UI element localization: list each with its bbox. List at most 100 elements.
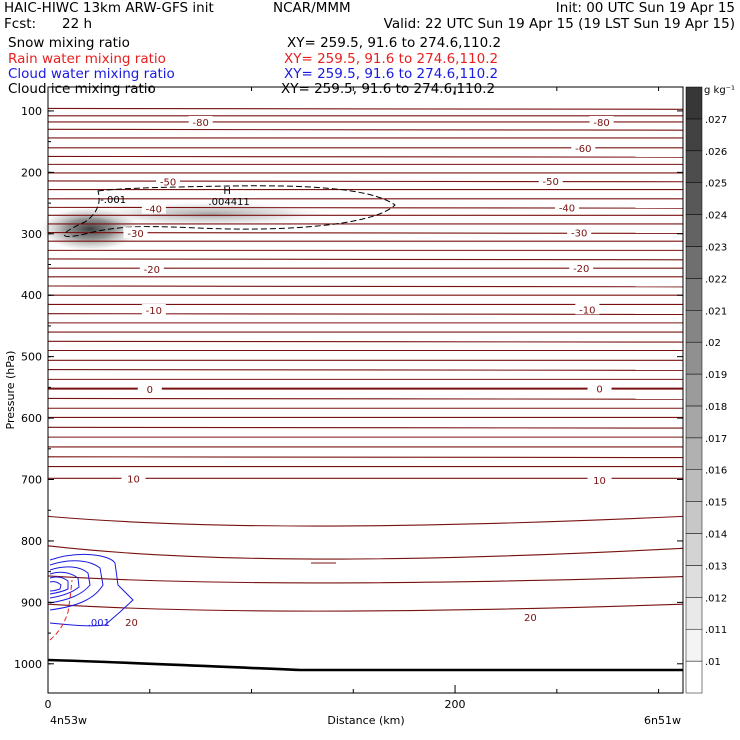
temperature-labels: -80 -80 -60 -50 -50 -40 -40 -30 -30 -20 -20 -10 -10 0… [119,115,614,629]
colorbar-swatch [685,469,703,502]
colorbar-swatch [685,660,703,694]
field-name-cloud-ice: Cloud ice mixing ratio [8,81,156,97]
isotherm-label: -50 [160,178,176,189]
label-backdrop [587,382,612,394]
y-tick-label: 800 [21,535,42,548]
isotherm-line [47,340,684,343]
colorbar-swatch [685,246,703,279]
forecast-label: Fcst: [4,16,36,32]
cloud-ice-contour-label: -.001 [100,195,126,206]
colorbar-swatch [685,501,703,534]
colorbar-level-label: .026 [705,147,727,158]
field-name-snow: Snow mixing ratio [8,35,130,51]
isotherm-label: 10 [593,476,606,487]
colorbar-level-label: .014 [705,530,727,541]
colorbar-level-label: .027 [705,115,727,126]
colorbar-level-label: .02 [705,338,721,349]
ground-surface [47,658,683,672]
label-backdrop [571,141,596,153]
isotherm-label: -20 [573,264,589,275]
isotherm-line [47,456,684,459]
colorbar-level-label: .016 [705,466,727,477]
colorbar-unit: g kg⁻¹ [704,85,735,96]
left-endpoint: 4n53w [50,714,87,727]
max-marker: H [223,186,231,197]
colorbar-swatch [685,341,703,375]
y-tick-label: 900 [21,596,42,609]
y-tick-label: 500 [21,351,42,364]
isotherm-line [47,369,684,371]
label-backdrop [156,175,181,187]
field-name-rain: Rain water mixing ratio [8,51,166,67]
y-axis-title: Pressure (hPa) [4,351,17,430]
field-xy-cloud-water: XY= 259.5, 91.6 to 274.6,110.2 [284,66,498,82]
field-xy-cloud-ice: XY= 259.5, 91.6 to 274.6,110.2 [281,81,495,97]
label-backdrop [139,262,164,274]
colorbar-level-label: .022 [705,274,727,285]
forecast-hour: 22 h [62,16,92,32]
y-tick-label: 300 [21,228,42,241]
colorbar-level-label: .019 [705,370,727,381]
colorbar-swatch [685,405,703,439]
isotherm-line [47,575,684,584]
colorbar-swatch [685,597,703,630]
colorbar-swatch [685,182,703,215]
isotherm-label: 0 [147,385,153,396]
colorbar-level-label: .023 [705,242,727,253]
isotherm-label: 20 [125,618,138,629]
model-title: HAIC-HIWC 13km ARW-GFS init [4,0,214,16]
colorbar-level-label: .013 [705,561,727,572]
isotherm-line [47,426,684,429]
colorbar-level-label: .018 [705,402,727,413]
isotherm-label: -40 [146,205,162,216]
colorbar-swatch [685,150,703,183]
isotherm-line [47,258,684,261]
label-backdrop [119,616,144,628]
y-tick-label: 700 [21,474,42,487]
colorbar-swatch [685,373,703,407]
y-tick-label: 1000 [14,658,42,671]
isotherm-label: -80 [192,118,208,129]
label-backdrop [121,472,146,484]
colorbar-level-label: .021 [705,306,727,317]
colorbar-level-label: .015 [705,498,727,509]
colorbar-swatch [685,86,703,120]
colorbar-swatch [685,565,703,598]
isotherm-label: 0 [596,385,602,396]
isotherm-line [47,515,684,527]
isotherm-line [47,180,684,183]
isotherm-label: -50 [543,177,559,188]
isotherm-label: -30 [571,229,587,240]
label-backdrop [518,611,543,623]
y-tick-label: 200 [21,166,42,179]
colorbar-swatch [685,118,703,152]
colorbar-swatch [685,533,703,566]
isotherm-line [47,285,684,288]
label-backdrop [567,226,592,238]
isotherm-line [47,397,684,400]
colorbar-swatch [685,278,703,311]
label-backdrop [141,202,166,214]
cloud-water-contour-label: .001 [88,618,110,629]
snow-shading [38,201,335,252]
label-backdrop [141,303,166,315]
valid-time: Valid: 22 UTC Sun 19 Apr 15 (19 LST Sun … [384,16,735,32]
y-tick-label: 600 [21,412,42,425]
cloud-water-contours [49,554,134,627]
label-backdrop [554,201,579,213]
isotherm-label: -10 [579,305,595,316]
label-backdrop [575,303,600,315]
x-tick-label: 200 [445,698,466,711]
label-backdrop [123,227,148,239]
isotherm-label: 10 [127,474,140,485]
x-tick-label: 0 [45,698,52,711]
colorbar: .01 .011 .012 .013 .014 .015 .016 .017 .018 .019.… [685,86,727,694]
colorbar-level-label: .011 [705,625,727,636]
plot-frame [47,86,684,694]
y-tick-label: 100 [21,105,42,118]
temperature-contours [47,107,684,612]
colorbar-level-label: .012 [705,593,727,604]
y-tick-label: 400 [21,289,42,302]
